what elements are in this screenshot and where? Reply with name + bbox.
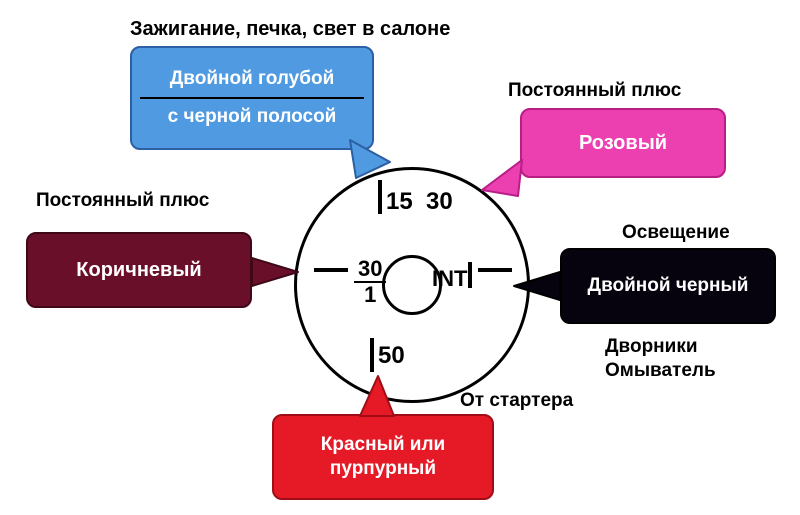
pin-50-label: 50 (378, 342, 405, 370)
callout-blue: Двойной голубой с черной полосой (130, 46, 374, 150)
pin-int-accent (468, 262, 472, 288)
callout-black-line1: Двойной черный (570, 274, 766, 298)
heading-starter: От стартера (460, 390, 573, 412)
pin-30-1-label: 30 1 (354, 256, 386, 306)
heading-const-plus-l: Постоянный плюс (36, 190, 209, 212)
pin-50-tick (370, 338, 374, 372)
callout-pink-line1: Розовый (530, 131, 716, 156)
callout-black: Двойной черный (560, 248, 776, 324)
pin-30-1-num: 30 (354, 258, 386, 283)
callout-red-line2: пурпурный (282, 457, 484, 481)
pin-15-label: 15 (386, 188, 413, 216)
callout-blue-divider (140, 97, 364, 99)
heading-ignition: Зажигание, печка, свет в салоне (130, 18, 450, 41)
pin-30-label: 30 (426, 188, 453, 216)
callout-red: Красный или пурпурный (272, 414, 494, 500)
pin-30-1-tick (314, 268, 348, 272)
callout-brown: Коричневый (26, 232, 252, 308)
callout-red-tail (350, 376, 404, 418)
heading-washer: Омыватель (605, 360, 716, 382)
callout-red-line1: Красный или (282, 433, 484, 457)
callout-brown-line1: Коричневый (36, 258, 242, 283)
callout-blue-line1: Двойной голубой (140, 67, 364, 91)
heading-lighting: Освещение (622, 222, 730, 244)
callout-brown-tail (252, 250, 312, 296)
heading-const-plus-r: Постоянный плюс (508, 80, 681, 102)
callout-black-tail (514, 264, 562, 310)
pin-30-1-den: 1 (364, 283, 376, 306)
heading-wipers: Дворники (605, 336, 698, 358)
pin-int-tick (478, 268, 512, 272)
callout-blue-line2: с черной полосой (140, 105, 364, 129)
callout-blue-tail (350, 140, 400, 190)
pin-int-label: INT (432, 266, 467, 292)
callout-pink-tail (482, 160, 532, 210)
diagram-stage: { "canvas": { "w": 800, "h": 515, "bg": … (0, 0, 800, 515)
callout-pink: Розовый (520, 108, 726, 178)
